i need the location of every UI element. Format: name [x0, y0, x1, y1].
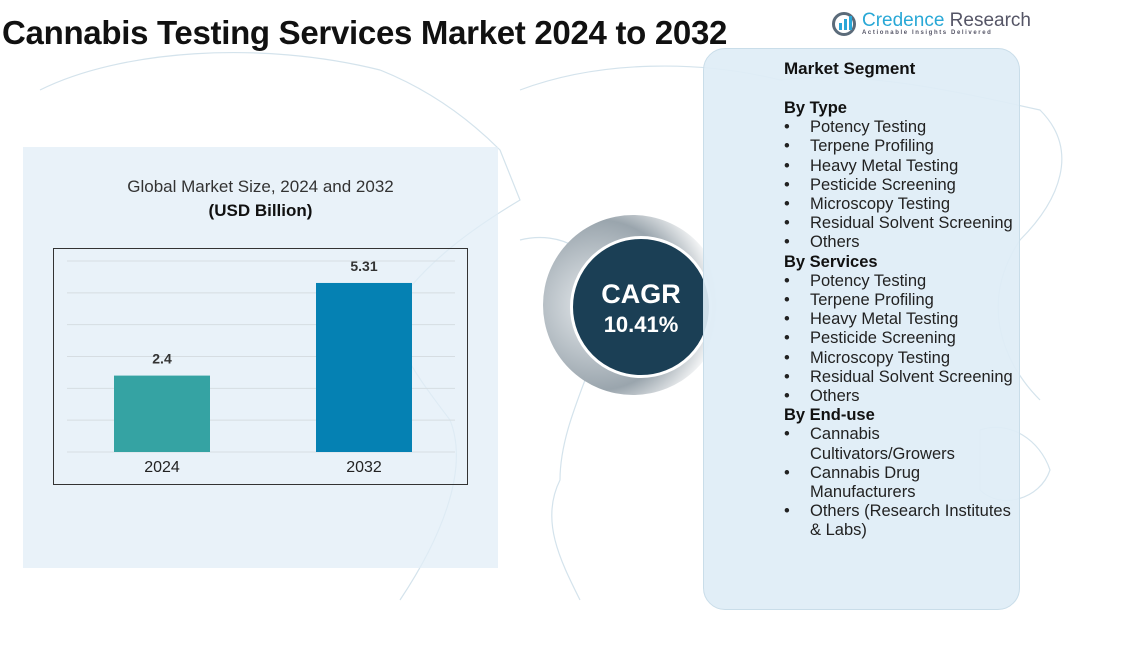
- data-label: 2.4: [152, 351, 172, 367]
- data-label: 5.31: [350, 258, 377, 274]
- segment-item: Others (Research Institutes & Labs): [784, 502, 1019, 540]
- segment-item: Others: [784, 387, 1019, 406]
- segment-item: Residual Solvent Screening: [784, 214, 1019, 233]
- segment-item: Terpene Profiling: [784, 291, 1019, 310]
- segment-group-title: By Services: [784, 252, 878, 271]
- credence-research-logo: Credence Research Actionable Insights De…: [832, 10, 1031, 36]
- logo-tagline: Actionable Insights Delivered: [862, 30, 993, 36]
- market-segment-panel: Market Segment By TypePotency TestingTer…: [703, 48, 1020, 610]
- segment-title: Market Segment: [784, 59, 916, 78]
- x-tick-label: 2032: [346, 459, 382, 476]
- segment-item: Heavy Metal Testing: [784, 310, 1019, 329]
- bar-2024: [114, 375, 210, 452]
- logo-text: Credence Research: [862, 10, 1031, 31]
- segment-item: Heavy Metal Testing: [784, 157, 1019, 176]
- segment-item: Microscopy Testing: [784, 195, 1019, 214]
- segment-group-title: By End-use: [784, 406, 875, 425]
- segment-group-title: By Type: [784, 99, 847, 117]
- logo-chart-icon: [832, 12, 856, 36]
- segment-item: Cannabis Cultivators/Growers: [784, 425, 1019, 463]
- segment-item: Pesticide Screening: [784, 329, 1019, 348]
- bar-chart: 2.4 2024 5.31 2032: [67, 258, 455, 476]
- cagr-value: 10.41%: [603, 312, 679, 337]
- page-title: Cannabis Testing Services Market 2024 to…: [2, 14, 728, 51]
- segment-item: Pesticide Screening: [784, 176, 1019, 195]
- segment-item: Potency Testing: [784, 272, 1019, 291]
- chart-panel: Global Market Size, 2024 and 2032 (USD B…: [23, 147, 498, 568]
- chart-title: Global Market Size, 2024 and 2032: [127, 177, 394, 196]
- segment-item: Others: [784, 233, 1019, 252]
- cagr-label: CAGR: [601, 279, 681, 309]
- x-tick-label: 2024: [144, 459, 180, 476]
- chart-unit: (USD Billion): [208, 201, 313, 220]
- segment-item: Potency Testing: [784, 118, 1019, 137]
- segment-item: Residual Solvent Screening: [784, 368, 1019, 387]
- segment-item: Microscopy Testing: [784, 349, 1019, 368]
- plot-area: 2.4 2024 5.31 2032: [53, 248, 468, 485]
- segment-list: By TypePotency TestingTerpene ProfilingH…: [784, 99, 1019, 541]
- segment-item: Terpene Profiling: [784, 137, 1019, 156]
- cagr-badge: CAGR 10.41%: [570, 236, 712, 378]
- segment-item: Cannabis Drug Manufacturers: [784, 464, 1019, 502]
- bar-2032: [316, 282, 412, 452]
